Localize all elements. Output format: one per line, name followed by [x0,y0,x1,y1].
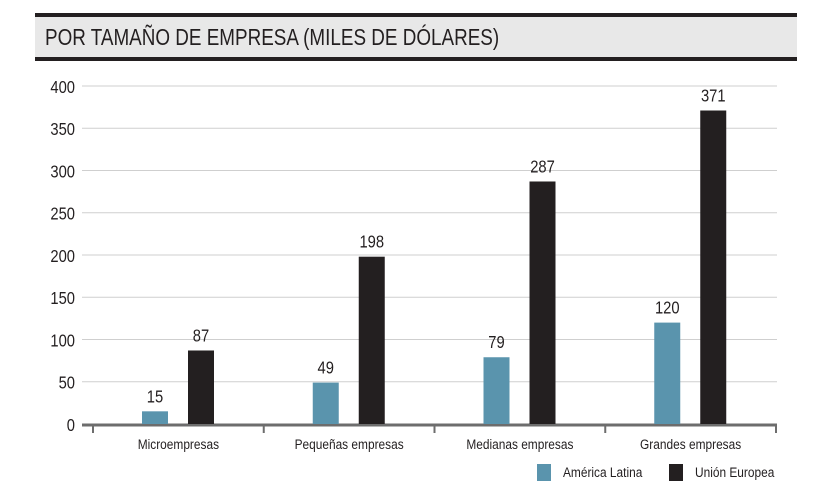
bar [142,411,168,424]
bar [654,322,681,424]
y-tick-label: 400 [50,78,75,98]
data-label: 287 [530,157,555,177]
x-tick-label: Grandes empresas [640,436,742,452]
title-band: POR TAMAÑO DE EMPRESA (MILES DE DÓLARES) [35,13,797,61]
bar [700,110,727,424]
y-tick-label: 0 [67,416,75,436]
bar [358,256,385,424]
legend-swatch [669,464,683,481]
legend-swatch [537,464,551,481]
data-label: 87 [193,326,209,346]
bar [483,357,510,424]
data-label: 79 [488,333,504,353]
data-label: 198 [359,232,384,252]
y-tick-label: 100 [50,331,75,351]
data-label: 371 [701,86,726,106]
data-label: 120 [655,298,680,318]
x-tick-label: Pequeñas empresas [295,436,405,452]
y-tick-label: 150 [50,289,75,309]
y-tick-label: 350 [50,120,75,140]
x-tick-label: Microempresas [138,436,220,452]
data-label: 15 [147,387,163,407]
y-tick-label: 250 [50,204,75,224]
legend-label: América Latina [563,464,643,480]
chart-title: POR TAMAÑO DE EMPRESA (MILES DE DÓLARES) [45,24,500,50]
bar [312,382,339,424]
y-tick-label: 300 [50,162,75,182]
bar [529,181,556,424]
bar [188,350,214,424]
x-tick-label: Medianas empresas [466,436,574,452]
legend-label: Unión Europea [695,464,775,480]
y-tick-label: 50 [59,373,75,393]
data-label: 49 [318,358,334,378]
y-tick-label: 200 [50,247,75,267]
